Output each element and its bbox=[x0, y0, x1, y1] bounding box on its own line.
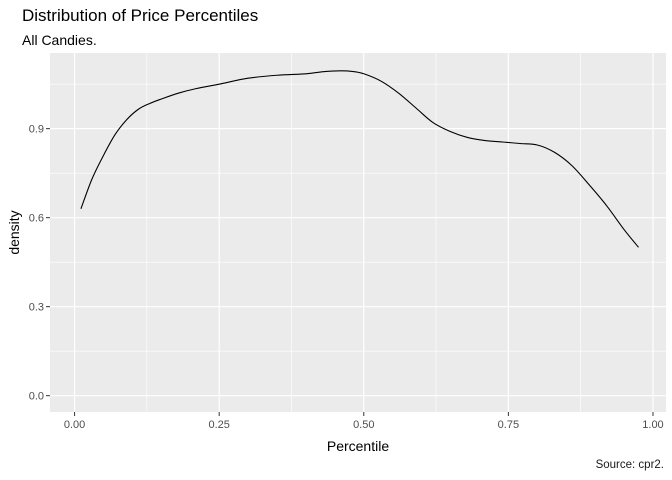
major-gridlines bbox=[50, 53, 666, 412]
y-tick-labels: 0.0 0.3 0.6 0.9 bbox=[29, 124, 44, 403]
axis-ticks bbox=[46, 128, 654, 416]
x-tick-label: 1.00 bbox=[642, 419, 663, 431]
x-tick-labels: 0.00 0.25 0.50 0.75 1.00 bbox=[64, 419, 664, 431]
chart-subtitle: All Candies. bbox=[22, 32, 97, 48]
y-axis-title: density bbox=[6, 210, 22, 254]
chart-title: Distribution of Price Percentiles bbox=[22, 6, 259, 25]
x-tick-label: 0.50 bbox=[353, 419, 374, 431]
y-tick-label: 0.0 bbox=[29, 391, 44, 403]
x-tick-label: 0.00 bbox=[64, 419, 85, 431]
x-tick-label: 0.25 bbox=[208, 419, 229, 431]
y-tick-label: 0.9 bbox=[29, 124, 44, 136]
y-tick-label: 0.6 bbox=[29, 213, 44, 225]
density-line bbox=[80, 70, 639, 248]
y-tick-label: 0.3 bbox=[29, 302, 44, 314]
minor-gridlines bbox=[50, 53, 666, 412]
x-tick-label: 0.75 bbox=[498, 419, 519, 431]
plot-panel bbox=[50, 53, 666, 412]
chart-caption: Source: cpr2. bbox=[595, 459, 664, 471]
x-axis-title: Percentile bbox=[327, 438, 389, 454]
